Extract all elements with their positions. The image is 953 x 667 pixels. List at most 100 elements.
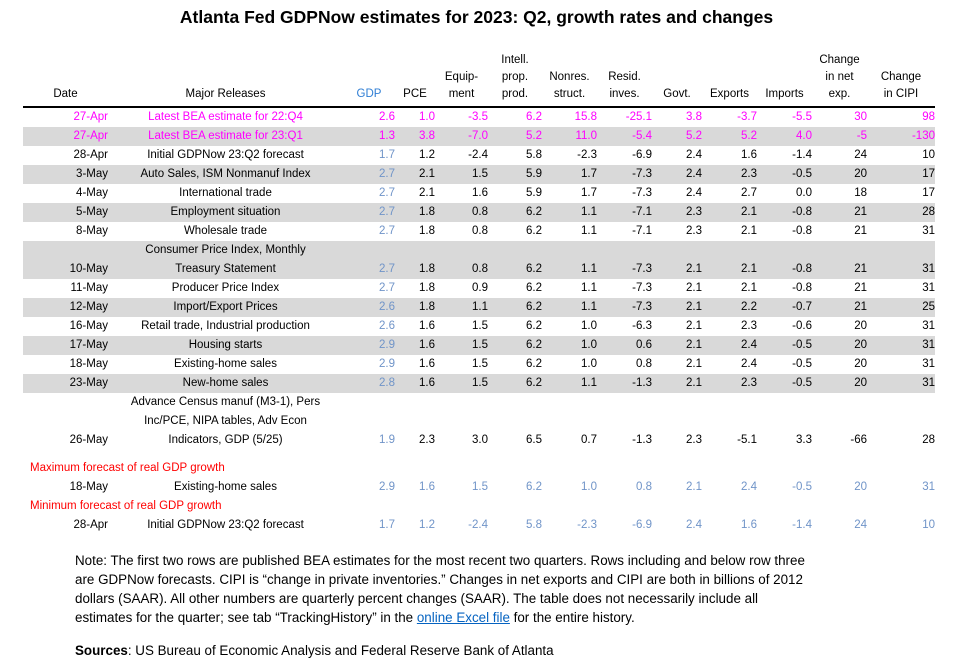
release-cell: Indicators, GDP (5/25) bbox=[168, 434, 283, 446]
value-cell-change_cipi: 31 bbox=[922, 320, 935, 332]
value-cell-change_cipi: 31 bbox=[922, 282, 935, 294]
value-cell-imports: -0.5 bbox=[792, 481, 812, 493]
value-cell-equipment bbox=[435, 241, 488, 260]
value-cell-intell_prop_prod: 6.2 bbox=[526, 481, 542, 493]
value-cell-intell_prop_prod: 6.2 bbox=[526, 282, 542, 294]
table-row: 12-May Import/Export Prices 2.6 1.8 1.1 6.2 1.… bbox=[23, 298, 935, 317]
date-cell: 23-May bbox=[23, 374, 108, 393]
value-cell-resid_inves: -25.1 bbox=[625, 111, 652, 123]
value-cell-govt: 2.1 bbox=[652, 260, 702, 279]
value-cell-resid_inves bbox=[597, 393, 652, 412]
value-cell-equipment: -2.4 bbox=[468, 519, 488, 531]
value-cell-imports: -0.8 bbox=[792, 282, 812, 294]
value-cell-imports bbox=[757, 241, 812, 260]
value-cell-resid_inves: -6.3 bbox=[632, 320, 652, 332]
value-cell-nonres_struct: 1.1 bbox=[542, 298, 597, 317]
release-cell: Producer Price Index bbox=[171, 282, 280, 294]
value-cell-change_cipi: 25 bbox=[867, 298, 935, 317]
column-header-line: Exports bbox=[710, 88, 749, 100]
value-cell-pce: 1.6 bbox=[419, 358, 435, 370]
column-header-exports: Exports bbox=[702, 46, 757, 108]
value-cell-govt: 2.1 bbox=[652, 374, 702, 393]
release-cell: Employment situation bbox=[108, 203, 343, 222]
value-cell-imports: -0.7 bbox=[757, 298, 812, 317]
value-cell-gdp: 1.7 bbox=[379, 519, 395, 531]
table-row: 5-May Employment situation 2.7 1.8 0.8 6.2 1.1… bbox=[23, 203, 935, 222]
value-cell-intell_prop_prod: 6.2 bbox=[526, 358, 542, 370]
value-cell-nonres_struct bbox=[542, 412, 597, 431]
column-header-equipment: Equip-ment bbox=[435, 46, 488, 108]
value-cell-intell_prop_prod bbox=[488, 241, 542, 260]
value-cell-resid_inves bbox=[597, 241, 652, 260]
column-header-govt: Govt. bbox=[652, 46, 702, 108]
value-cell-pce: 3.8 bbox=[395, 127, 435, 146]
value-cell-gdp: 2.9 bbox=[379, 358, 395, 370]
value-cell-exports: 1.6 bbox=[741, 519, 757, 531]
value-cell-imports: -0.5 bbox=[792, 358, 812, 370]
value-cell-exports bbox=[702, 241, 757, 260]
date-cell: 5-May bbox=[23, 203, 108, 222]
value-cell-pce: 2.3 bbox=[419, 434, 435, 446]
value-cell-imports: -5.5 bbox=[792, 111, 812, 123]
value-cell-imports: -0.5 bbox=[757, 165, 812, 184]
table-row: Consumer Price Index, Monthly bbox=[23, 241, 935, 260]
release-cell: Existing-home sales bbox=[174, 358, 277, 370]
note-line-4: estimates for the quarter; see tab “Trac… bbox=[75, 608, 915, 627]
release-cell: Treasury Statement bbox=[108, 260, 343, 279]
value-cell-exports: 2.1 bbox=[702, 260, 757, 279]
value-cell-govt: 2.1 bbox=[686, 358, 702, 370]
value-cell-pce bbox=[395, 241, 435, 260]
table-row: 8-May Wholesale trade 2.7 1.8 0.8 6.2 1.1 -7.1 2… bbox=[23, 222, 935, 241]
column-header-intell_prop_prod: Intell. prop. prod. bbox=[488, 46, 542, 108]
column-header-resid_inves: Resid. inves. bbox=[597, 46, 652, 108]
note-line-3: dollars (SAAR). All other numbers are qu… bbox=[75, 591, 759, 606]
date-cell: 28-Apr bbox=[73, 519, 108, 531]
value-cell-nonres_struct bbox=[542, 393, 597, 412]
value-cell-exports: 2.4 bbox=[741, 358, 757, 370]
value-cell-imports: -1.4 bbox=[792, 519, 812, 531]
value-cell-equipment: 0.8 bbox=[435, 203, 488, 222]
column-header-line: GDP bbox=[356, 88, 382, 100]
table-row: 10-May Treasury Statement 2.7 1.8 0.8 6.2 1.1-… bbox=[23, 260, 935, 279]
gdpnow-table: Date Major Releases GDP PCE Equip-ment Intell… bbox=[23, 46, 935, 535]
value-cell-exports: 5.2 bbox=[702, 127, 757, 146]
note-line-4-after: for the entire history. bbox=[509, 610, 635, 625]
date-cell: 18-May bbox=[69, 481, 108, 493]
date-cell: 11-May bbox=[70, 282, 109, 294]
value-cell-nonres_struct: 1.0 bbox=[581, 481, 597, 493]
value-cell-equipment: 1.5 bbox=[472, 320, 488, 332]
value-cell-intell_prop_prod: 5.9 bbox=[488, 165, 542, 184]
value-cell-change_net_exp: 24 bbox=[854, 149, 867, 161]
value-cell-govt: 2.3 bbox=[686, 225, 702, 237]
table-row: 11-May Producer Price Index 2.7 1.8 0.9 6.2 1.… bbox=[23, 279, 936, 298]
value-cell-change_cipi: 31 bbox=[867, 374, 935, 393]
column-header-line: in net bbox=[825, 71, 854, 83]
value-cell-imports bbox=[757, 412, 812, 431]
value-cell-change_cipi bbox=[867, 412, 935, 431]
value-cell-change_cipi bbox=[867, 393, 935, 412]
sources-label: Sources bbox=[75, 643, 128, 658]
value-cell-govt: 2.3 bbox=[652, 203, 702, 222]
column-header-line: Change bbox=[880, 71, 922, 83]
value-cell-pce: 1.2 bbox=[419, 519, 435, 531]
value-cell-nonres_struct: 0.7 bbox=[581, 434, 597, 446]
value-cell-intell_prop_prod: 5.8 bbox=[526, 149, 542, 161]
value-cell-change_net_exp: 20 bbox=[812, 374, 867, 393]
value-cell-govt: 2.4 bbox=[686, 187, 702, 199]
value-cell-pce: 2.1 bbox=[395, 165, 435, 184]
value-cell-equipment bbox=[435, 393, 488, 412]
section-label-row: Maximum forecast of real GDP growth bbox=[23, 459, 935, 478]
value-cell-imports: -0.8 bbox=[792, 225, 812, 237]
value-cell-govt: 2.4 bbox=[686, 149, 702, 161]
date-cell bbox=[23, 412, 108, 431]
value-cell-change_cipi: 31 bbox=[922, 358, 935, 370]
note-line-1: Note: The first two rows are published B… bbox=[75, 553, 805, 568]
release-cell: Latest BEA estimate for 23:Q1 bbox=[108, 127, 343, 146]
excel-link[interactable]: online Excel file bbox=[416, 610, 510, 625]
value-cell-pce: 1.2 bbox=[419, 149, 435, 161]
value-cell-pce bbox=[395, 393, 435, 412]
table-row: 27-Apr Latest BEA estimate for 23:Q1 1.3 3.… bbox=[23, 127, 935, 146]
value-cell-exports: -3.7 bbox=[737, 111, 757, 123]
value-cell-change_net_exp: 20 bbox=[812, 165, 867, 184]
value-cell-exports: 2.3 bbox=[702, 374, 757, 393]
